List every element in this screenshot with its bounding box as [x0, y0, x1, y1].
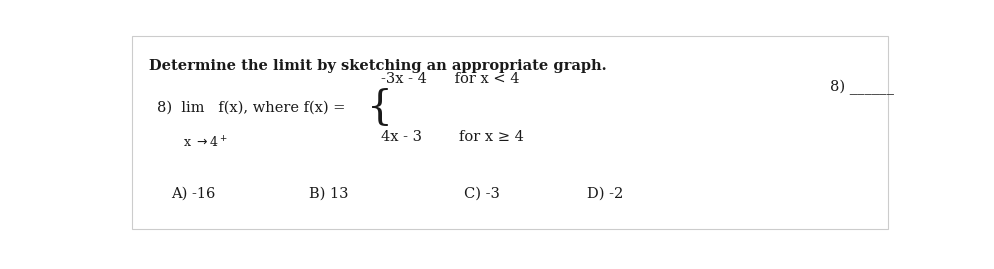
- Text: D) -2: D) -2: [586, 187, 622, 201]
- Text: {: {: [367, 88, 393, 128]
- Text: Determine the limit by sketching an appropriate graph.: Determine the limit by sketching an appr…: [149, 59, 606, 73]
- Text: -3x - 4      for x < 4: -3x - 4 for x < 4: [381, 72, 519, 86]
- Text: C) -3: C) -3: [463, 187, 499, 201]
- Text: A) -16: A) -16: [171, 187, 215, 201]
- Text: 8)  lim   f(x), where f(x) =: 8) lim f(x), where f(x) =: [157, 101, 345, 115]
- Text: 8) ______: 8) ______: [829, 80, 893, 95]
- Text: 4x - 3        for x ≥ 4: 4x - 3 for x ≥ 4: [381, 130, 524, 144]
- Text: B) 13: B) 13: [309, 187, 349, 201]
- Text: x $\rightarrow$4$^+$: x $\rightarrow$4$^+$: [183, 136, 228, 151]
